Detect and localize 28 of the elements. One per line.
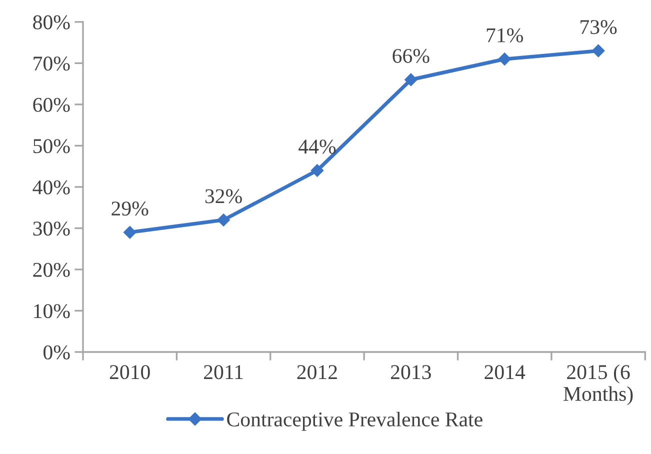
- y-tick-label: 80%: [33, 15, 70, 30]
- legend-label: Contraceptive Prevalence Rate: [227, 412, 482, 431]
- point: [404, 73, 418, 86]
- point: [123, 226, 136, 239]
- point: [217, 214, 230, 226]
- data-label: 29%: [112, 202, 148, 216]
- y-tick-label: 60%: [33, 98, 70, 112]
- point: [310, 164, 324, 177]
- y-tick-label: 30%: [33, 222, 70, 236]
- x-tick-label: 2011: [204, 365, 243, 380]
- point: [592, 44, 605, 58]
- point: [498, 52, 512, 66]
- data-label: 71%: [486, 28, 523, 42]
- x-tick-label: 2010: [110, 365, 150, 380]
- y-tick-label: 10%: [34, 304, 70, 318]
- y-tick-label: 40%: [32, 180, 70, 194]
- y-tick-label: 20%: [33, 262, 70, 277]
- y-tick-label: 0%: [44, 345, 70, 360]
- data-label: 66%: [392, 48, 430, 64]
- y-tick-label: 50%: [34, 139, 70, 154]
- data-label: 44%: [298, 140, 336, 154]
- data-label: 73%: [580, 20, 617, 34]
- x-tick-label: 2012: [297, 365, 337, 380]
- x-tick-label: 2015 (6 Months): [564, 364, 633, 406]
- x-tick-label: 2013: [391, 365, 431, 380]
- data-label: 32%: [205, 189, 242, 204]
- y-tick-label: 70%: [34, 56, 70, 71]
- x-tick-label: 2014: [484, 365, 526, 380]
